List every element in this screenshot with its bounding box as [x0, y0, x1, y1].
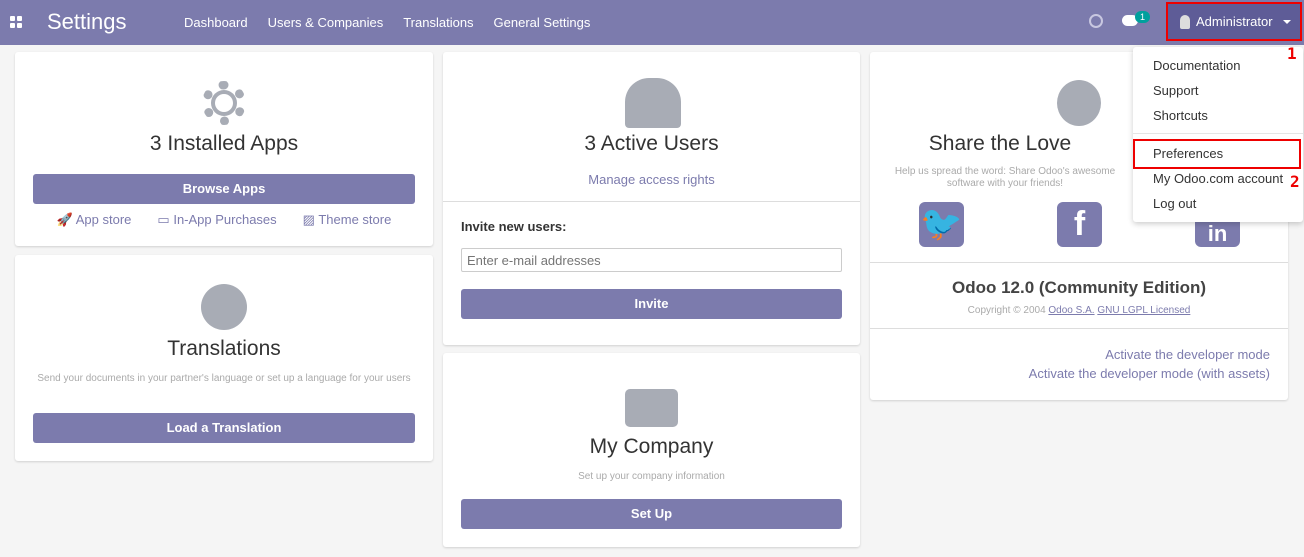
my-company-card: My Company Set up your company informati…	[443, 353, 860, 547]
main-menu: Dashboard Users & Companies Translations…	[184, 15, 590, 30]
menu-my-odoo-account[interactable]: My Odoo.com account	[1153, 171, 1284, 186]
share-title: Share the Love	[928, 132, 1072, 155]
user-menu-button[interactable]: Administrator	[1166, 2, 1302, 41]
app-store-link[interactable]: 🚀 App store	[56, 212, 132, 227]
user-dropdown-menu: Documentation Support Shortcuts Preferen…	[1133, 47, 1303, 222]
installed-apps-card: 3 Installed Apps Browse Apps 🚀 App store…	[15, 52, 433, 246]
apps-menu-icon[interactable]	[10, 16, 22, 28]
developer-mode-link[interactable]: Activate the developer mode	[1105, 347, 1270, 362]
menu-support[interactable]: Support	[1153, 83, 1199, 98]
version-text: Odoo 12.0 (Community Edition)	[951, 278, 1207, 297]
globe-icon	[201, 284, 247, 330]
annotation-2: 2	[1290, 172, 1300, 191]
menu-general-settings[interactable]: General Settings	[493, 15, 591, 30]
in-app-purchases-link[interactable]: ▭ In-App Purchases	[157, 212, 277, 227]
app-title: Settings	[47, 9, 127, 34]
twitter-icon[interactable]: 🐦	[919, 202, 964, 247]
invite-label: Invite new users:	[461, 219, 567, 234]
share-desc: Help us spread the word: Share Odoo's aw…	[894, 166, 1116, 189]
invite-email-input[interactable]	[461, 248, 842, 272]
menu-shortcuts[interactable]: Shortcuts	[1153, 108, 1208, 123]
briefcase-icon	[625, 389, 678, 427]
copyright-text: Copyright © 2004	[967, 305, 1046, 316]
browse-apps-button[interactable]: Browse Apps	[33, 174, 415, 204]
top-navbar: Settings Dashboard Users & Companies Tra…	[0, 0, 1304, 45]
chat-icon[interactable]	[1122, 15, 1138, 26]
odoo-sa-link[interactable]: Odoo S.A.	[1048, 305, 1095, 316]
active-users-card: 3 Active Users Manage access rights Invi…	[443, 52, 860, 345]
users-title: 3 Active Users	[584, 132, 719, 155]
load-translation-button[interactable]: Load a Translation	[33, 413, 415, 443]
invite-button[interactable]: Invite	[461, 289, 842, 319]
chat-badge: 1	[1135, 11, 1151, 23]
menu-translations[interactable]: Translations	[403, 15, 474, 30]
apps-title: 3 Installed Apps	[149, 132, 299, 155]
annotation-1: 1	[1287, 44, 1297, 63]
user-name: Administrator	[1196, 14, 1273, 29]
translations-desc: Send your documents in your partner's la…	[37, 373, 411, 384]
theme-store-link[interactable]: ▨ Theme store	[302, 212, 392, 227]
activity-clock-icon[interactable]	[1089, 14, 1103, 28]
translations-title: Translations	[167, 337, 281, 360]
menu-dashboard[interactable]: Dashboard	[184, 15, 248, 30]
facebook-icon[interactable]: f	[1057, 202, 1102, 247]
avatar-icon	[1180, 14, 1190, 29]
preferences-highlight	[1133, 139, 1301, 169]
caret-down-icon	[1282, 19, 1291, 24]
translations-card: Translations Send your documents in your…	[15, 255, 433, 461]
menu-preferences[interactable]: Preferences	[1153, 146, 1224, 161]
menu-log-out[interactable]: Log out	[1153, 196, 1197, 211]
menu-users-companies[interactable]: Users & Companies	[267, 15, 384, 30]
users-icon	[625, 78, 681, 128]
company-title: My Company	[589, 435, 714, 458]
license-link[interactable]: GNU LGPL Licensed	[1097, 305, 1191, 316]
set-up-button[interactable]: Set Up	[461, 499, 842, 529]
company-desc: Set up your company information	[578, 471, 725, 482]
share-icon	[1057, 80, 1101, 126]
manage-access-rights-link[interactable]: Manage access rights	[588, 172, 715, 187]
developer-mode-assets-link[interactable]: Activate the developer mode (with assets…	[1028, 366, 1270, 381]
menu-documentation[interactable]: Documentation	[1153, 58, 1241, 73]
gear-icon	[202, 81, 246, 125]
